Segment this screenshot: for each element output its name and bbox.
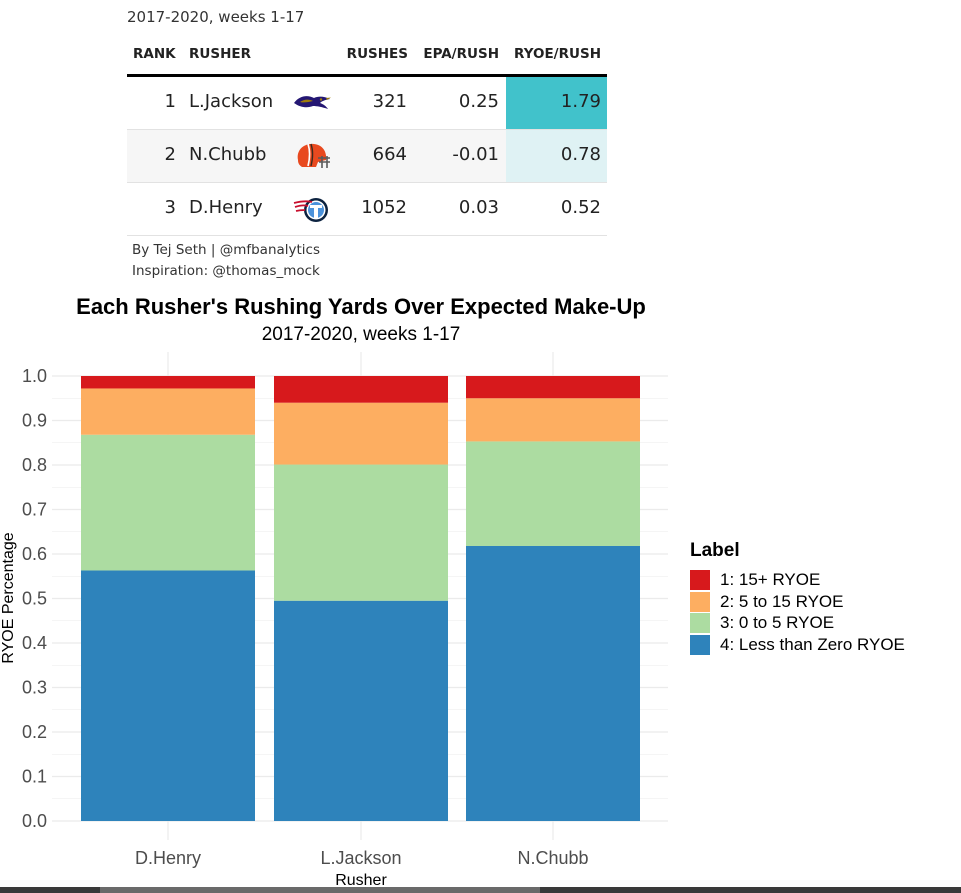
legend-items: 1: 15+ RYOE 2: 5 to 15 RYOE 3: 0 to 5 RYOE… [690, 570, 905, 657]
table-subtitle: 2017-2020, weeks 1-17 [127, 8, 305, 26]
legend-key [690, 634, 710, 655]
header-rushes: RUSHES [346, 46, 408, 62]
bar-segment [81, 388, 255, 435]
ryoe-cell: 0.78 [506, 130, 607, 182]
y-tick-label: 0.9 [22, 411, 47, 431]
table-row: 0.78 2 N.Chubb 664 -0.01 [127, 130, 607, 183]
y-tick-label: 0.2 [22, 722, 47, 742]
rusher-name: D.Henry [189, 197, 263, 218]
ryoe-cell: 1.79 [506, 77, 607, 129]
y-tick-label: 0.3 [22, 678, 47, 698]
header-ryoe-rush: RYOE/RUSH [514, 46, 601, 62]
credit-author: By Tej Seth | @mfbanalytics [132, 242, 321, 258]
legend-title: Label [690, 540, 740, 561]
epa-value: 0.03 [458, 197, 499, 218]
legend-item: 2: 5 to 15 RYOE [690, 591, 843, 614]
bar-segment [274, 376, 448, 403]
bar-segment [466, 545, 640, 821]
bar-segment [466, 441, 640, 546]
legend-label: 2: 5 to 15 RYOE [720, 591, 844, 611]
y-tick-label: 1.0 [22, 366, 47, 386]
bar-segment [81, 570, 255, 821]
x-tick-label: N.Chubb [517, 848, 588, 868]
legend-key [690, 570, 710, 590]
legend-item: 1: 15+ RYOE [690, 570, 820, 592]
rusher-name: N.Chubb [189, 144, 267, 165]
header-rank: RANK [133, 46, 176, 62]
x-tick-label: L.Jackson [320, 848, 401, 868]
bar-segment [274, 402, 448, 465]
header-rusher: RUSHER [189, 46, 251, 62]
header-epa-rush: EPA/RUSH [423, 46, 499, 62]
bar-segment [81, 434, 255, 571]
ryoe-value: 1.79 [560, 91, 601, 112]
table-header: RANK RUSHER RUSHES EPA/RUSH RYOE/RUSH [127, 46, 607, 77]
titans-logo-icon [293, 198, 328, 222]
y-tick-label: 0.8 [22, 455, 47, 475]
ryoe-cell: 0.52 [506, 183, 607, 235]
chart-legend: Label 1: 15+ RYOE 2: 5 to 15 RYOE 3: 0 to … [690, 540, 905, 657]
legend-label: 3: 0 to 5 RYOE [720, 613, 835, 632]
y-tick-label: 0.7 [22, 500, 47, 520]
x-tick-label: D.Henry [135, 848, 201, 868]
y-tick-label: 0.4 [22, 633, 47, 653]
y-tick-label: 0.5 [22, 589, 47, 609]
epa-value: -0.01 [452, 144, 499, 165]
legend-item: 4: Less than Zero RYOE [690, 634, 905, 657]
y-tick-label: 0.1 [22, 767, 47, 787]
table-row: 1.79 1 L.Jackson 321 0.25 [127, 77, 607, 130]
rushes-value: 1052 [361, 197, 407, 218]
bar-segment [466, 376, 640, 399]
bar-segment [274, 464, 448, 601]
rank-value: 2 [164, 144, 176, 165]
browns-helmet-icon [297, 143, 330, 168]
window-scrollbar[interactable] [0, 887, 961, 893]
ryoe-value: 0.78 [560, 144, 601, 165]
y-axis-title: RYOE Percentage [0, 532, 17, 663]
credit-inspiration: Inspiration: @thomas_mock [132, 263, 320, 279]
y-tick-label: 0.6 [22, 544, 47, 564]
rushes-value: 321 [372, 91, 407, 112]
x-axis-title: Rusher [335, 872, 387, 889]
table-row: 0.52 3 D.Henry 1052 0.03 [127, 183, 607, 236]
rusher-name: L.Jackson [189, 91, 274, 112]
bar-segment [274, 600, 448, 821]
y-tick-label: 0.0 [22, 811, 47, 831]
chart-subtitle: 2017-2020, weeks 1-17 [261, 324, 461, 345]
epa-value: 0.25 [458, 91, 499, 112]
legend-key [690, 613, 710, 633]
bar-segment [81, 376, 255, 389]
scrollbar-thumb[interactable] [100, 887, 540, 893]
legend-item: 3: 0 to 5 RYOE [690, 613, 834, 635]
legend-label: 1: 15+ RYOE [720, 570, 821, 589]
legend-label: 4: Less than Zero RYOE [720, 634, 905, 654]
ravens-logo-icon [294, 96, 331, 109]
table-body: 1.79 1 L.Jackson 321 0.25 0.78 2 N.Chubb [127, 77, 607, 236]
rushes-value: 664 [372, 144, 407, 165]
bar-segment [466, 398, 640, 442]
ryoe-value: 0.52 [560, 197, 601, 218]
rank-value: 1 [164, 91, 176, 112]
chart-title: Each Rusher's Rushing Yards Over Expecte… [76, 294, 646, 319]
legend-key [690, 591, 710, 612]
rank-value: 3 [164, 197, 176, 218]
